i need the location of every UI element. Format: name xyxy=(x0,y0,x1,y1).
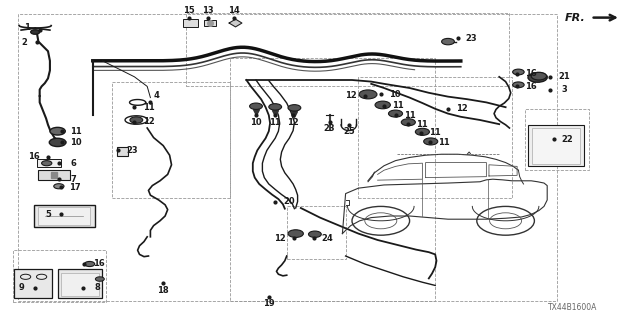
Text: 24: 24 xyxy=(322,234,333,243)
Text: 11: 11 xyxy=(392,101,404,110)
Text: 11: 11 xyxy=(429,128,441,137)
Text: 11: 11 xyxy=(438,138,450,147)
Text: 10: 10 xyxy=(250,118,262,127)
Text: 23: 23 xyxy=(127,146,138,155)
Text: 11: 11 xyxy=(269,118,281,127)
Circle shape xyxy=(375,101,390,109)
Circle shape xyxy=(269,104,282,110)
Circle shape xyxy=(49,138,66,147)
Bar xyxy=(38,170,70,180)
Text: 12: 12 xyxy=(275,234,286,243)
Bar xyxy=(61,273,99,296)
Text: 5: 5 xyxy=(45,210,51,219)
Bar xyxy=(34,205,95,227)
Text: 20: 20 xyxy=(284,197,295,206)
Circle shape xyxy=(130,117,143,123)
Text: 9: 9 xyxy=(19,284,24,292)
Text: 21: 21 xyxy=(559,72,570,81)
Text: 22: 22 xyxy=(562,135,573,144)
Text: 19: 19 xyxy=(263,300,275,308)
Bar xyxy=(13,250,106,302)
Text: 23: 23 xyxy=(324,124,335,133)
Circle shape xyxy=(388,110,403,117)
Bar xyxy=(532,128,580,164)
Bar xyxy=(37,159,61,167)
Bar xyxy=(230,58,435,301)
Text: 4: 4 xyxy=(154,92,160,100)
Text: 13: 13 xyxy=(202,6,214,15)
Text: 11: 11 xyxy=(404,111,415,120)
Circle shape xyxy=(288,105,301,111)
Text: 11: 11 xyxy=(70,127,82,136)
Text: 1: 1 xyxy=(24,23,30,32)
Text: TX44B1600A: TX44B1600A xyxy=(548,303,598,312)
Circle shape xyxy=(95,277,104,281)
Circle shape xyxy=(31,30,40,34)
Text: 8: 8 xyxy=(95,284,100,292)
Text: 16: 16 xyxy=(93,260,104,268)
Bar xyxy=(204,20,216,26)
Text: 10: 10 xyxy=(70,138,82,147)
Circle shape xyxy=(359,90,377,99)
Bar xyxy=(528,125,584,166)
Circle shape xyxy=(531,72,547,80)
Bar xyxy=(525,109,589,170)
Circle shape xyxy=(442,38,454,45)
Circle shape xyxy=(54,184,64,189)
Bar xyxy=(287,206,346,259)
Text: 18: 18 xyxy=(157,286,169,295)
Text: 17: 17 xyxy=(69,183,81,192)
Bar xyxy=(58,269,102,298)
Circle shape xyxy=(308,231,321,237)
Circle shape xyxy=(250,103,262,109)
Text: 3: 3 xyxy=(562,85,567,94)
Text: 10: 10 xyxy=(389,90,401,99)
Circle shape xyxy=(84,261,95,267)
Text: FR.: FR. xyxy=(565,12,586,23)
Circle shape xyxy=(424,138,438,145)
Text: 12: 12 xyxy=(456,104,468,113)
Circle shape xyxy=(401,119,415,126)
Circle shape xyxy=(528,73,547,82)
Circle shape xyxy=(415,128,429,135)
Text: 14: 14 xyxy=(228,6,239,15)
Text: 16: 16 xyxy=(28,152,40,161)
Polygon shape xyxy=(229,19,242,27)
Bar xyxy=(358,77,512,198)
Text: 7: 7 xyxy=(70,175,76,184)
Bar xyxy=(183,19,198,27)
Text: 12: 12 xyxy=(287,118,299,127)
Text: 11: 11 xyxy=(417,120,428,129)
Bar xyxy=(117,147,128,156)
Bar xyxy=(112,82,230,198)
Circle shape xyxy=(42,161,52,166)
Circle shape xyxy=(513,82,524,88)
Text: 2: 2 xyxy=(21,38,28,47)
Text: 6: 6 xyxy=(70,159,76,168)
Text: 25: 25 xyxy=(343,127,355,136)
Circle shape xyxy=(50,127,65,135)
Bar xyxy=(14,269,52,298)
Text: 12: 12 xyxy=(345,92,356,100)
Bar xyxy=(18,14,557,301)
Circle shape xyxy=(288,230,303,237)
Text: 12: 12 xyxy=(143,117,154,126)
Text: 15: 15 xyxy=(183,6,195,15)
Text: 11: 11 xyxy=(143,103,154,112)
Text: 16: 16 xyxy=(525,82,537,91)
Bar xyxy=(186,13,509,86)
Text: 16: 16 xyxy=(525,69,537,78)
Circle shape xyxy=(513,69,524,75)
Text: 23: 23 xyxy=(466,34,477,43)
Bar xyxy=(38,207,90,225)
